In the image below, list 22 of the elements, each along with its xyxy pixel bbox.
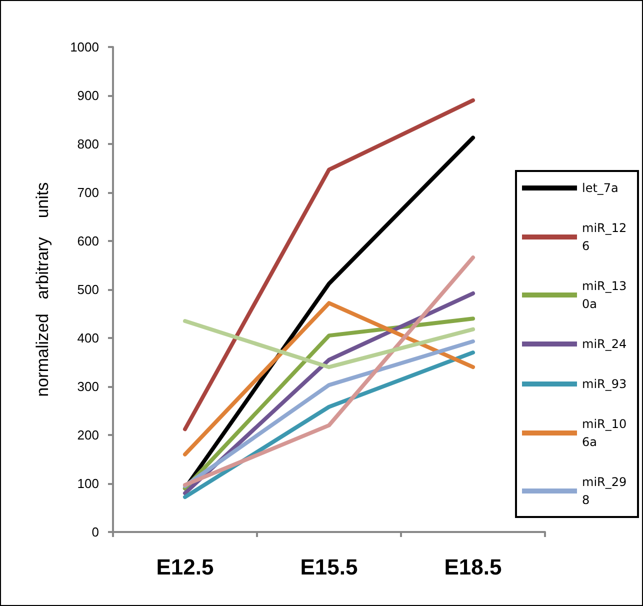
y-tick-label: 100: [77, 476, 99, 491]
legend-label: miR_126: [582, 221, 627, 253]
legend-label: miR_24: [582, 337, 627, 351]
x-tick-label: E12.5: [156, 554, 214, 580]
y-tick-label: 700: [77, 185, 99, 200]
y-tick-label: 0: [92, 524, 99, 540]
x-tick-label: E18.5: [444, 554, 502, 580]
legend-label: miR_298: [582, 475, 627, 507]
y-tick-label: 900: [77, 88, 99, 103]
legend-label: miR_93: [582, 377, 627, 391]
legend-label: let_7a: [582, 181, 618, 195]
y-tick-label: 300: [77, 379, 99, 394]
legend-label: miR_130a: [582, 279, 627, 311]
y-tick-label: 500: [77, 282, 99, 297]
y-axis-title: normalized arbitrary units: [33, 182, 52, 397]
y-tick-label: 400: [77, 330, 99, 346]
x-tick-label: E15.5: [300, 554, 358, 580]
y-tick-label: 200: [77, 428, 99, 442]
y-tick-label: 600: [77, 234, 99, 248]
legend-label: miR_106a: [582, 417, 627, 449]
y-tick-label: 1000: [70, 40, 99, 54]
y-tick-label: 800: [77, 136, 99, 152]
